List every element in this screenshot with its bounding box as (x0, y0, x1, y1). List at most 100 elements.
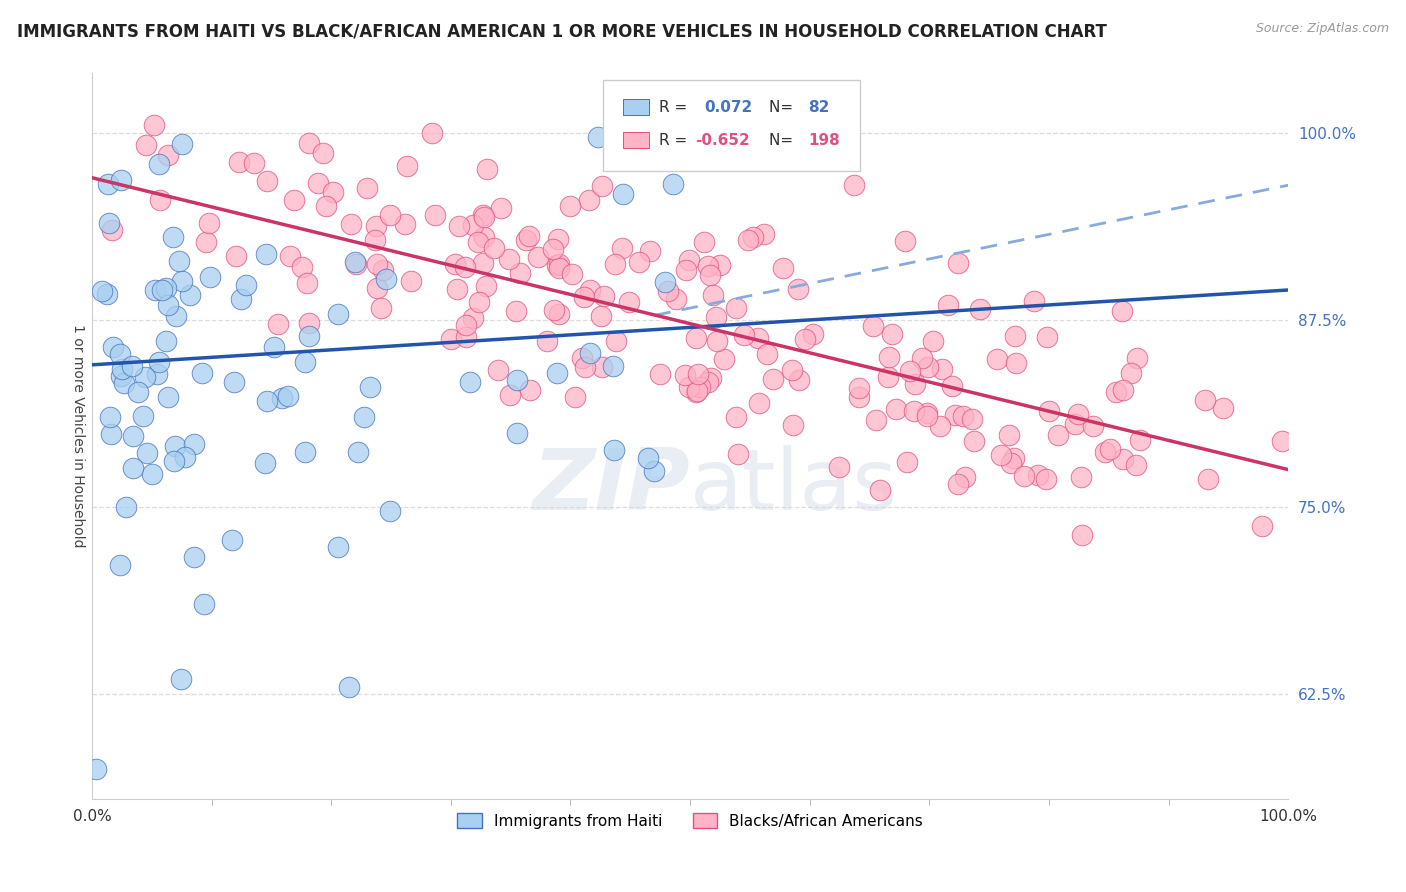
Point (748, 396, 770, 410)
Point (122, 429, 145, 443)
Point (1119, 366, 1142, 380)
Point (366, 281, 388, 295)
Text: 198: 198 (808, 133, 841, 148)
Point (243, 155, 266, 169)
Point (378, 208, 401, 222)
Point (132, 409, 155, 423)
Point (605, 334, 627, 348)
Point (1111, 303, 1133, 318)
Point (506, 373, 529, 387)
Point (96, 286, 118, 301)
Point (121, 359, 143, 373)
Point (998, 428, 1021, 442)
Point (1104, 385, 1126, 400)
Point (509, 266, 531, 280)
FancyBboxPatch shape (623, 133, 650, 148)
Point (467, 235, 489, 250)
Point (603, 257, 626, 271)
Point (155, 334, 177, 349)
Point (1070, 470, 1092, 484)
Point (378, 503, 401, 517)
Point (752, 227, 775, 241)
Point (637, 451, 659, 466)
Point (163, 454, 186, 468)
Point (1112, 451, 1135, 466)
Point (443, 257, 465, 271)
Point (931, 362, 953, 376)
Point (498, 252, 520, 267)
Point (439, 332, 461, 346)
Point (928, 418, 950, 433)
Point (446, 282, 468, 296)
Point (505, 304, 527, 318)
Point (90, 285, 112, 299)
Point (536, 334, 558, 348)
Point (780, 362, 803, 376)
Point (197, 216, 219, 230)
Point (546, 366, 568, 380)
Point (561, 267, 583, 281)
Point (472, 230, 495, 244)
Point (148, 157, 170, 171)
Point (1125, 458, 1147, 473)
Point (422, 126, 444, 140)
Point (353, 409, 375, 424)
Point (1012, 469, 1035, 483)
Point (472, 208, 495, 222)
Point (560, 199, 582, 213)
Point (894, 234, 917, 248)
Point (673, 368, 696, 382)
Point (936, 298, 959, 312)
Point (108, 558, 131, 572)
Point (127, 384, 149, 399)
Point (468, 295, 491, 310)
Point (337, 680, 360, 694)
Text: 82: 82 (808, 100, 830, 114)
Point (394, 217, 416, 231)
Point (882, 326, 904, 341)
Point (696, 259, 718, 273)
Point (900, 364, 922, 378)
Point (110, 369, 132, 384)
Point (326, 306, 349, 320)
Point (591, 179, 613, 194)
Point (865, 413, 887, 427)
Point (986, 351, 1008, 366)
Point (222, 375, 245, 389)
Point (100, 426, 122, 441)
Point (110, 173, 132, 187)
Text: R =: R = (659, 133, 692, 148)
Point (366, 219, 388, 233)
Point (724, 410, 747, 425)
Point (298, 329, 321, 343)
Point (1070, 528, 1092, 542)
Point (359, 380, 381, 394)
Point (1094, 445, 1116, 459)
Point (1194, 393, 1216, 408)
Point (789, 373, 811, 387)
Point (848, 390, 870, 404)
Point (157, 298, 180, 312)
Point (564, 390, 586, 404)
Point (1022, 294, 1045, 309)
Point (173, 450, 195, 464)
Point (733, 327, 755, 342)
Point (742, 230, 765, 244)
Point (344, 255, 367, 269)
Point (471, 256, 494, 270)
Point (904, 377, 927, 392)
Point (97, 177, 120, 191)
Point (370, 301, 392, 315)
Point (108, 347, 131, 361)
Point (922, 334, 945, 348)
Point (149, 193, 172, 207)
Point (195, 235, 218, 249)
Point (152, 283, 174, 297)
Point (1251, 518, 1274, 533)
Point (603, 443, 626, 458)
Point (571, 351, 593, 366)
Point (543, 242, 565, 256)
Point (602, 359, 624, 373)
Point (896, 455, 918, 469)
Point (827, 460, 849, 475)
